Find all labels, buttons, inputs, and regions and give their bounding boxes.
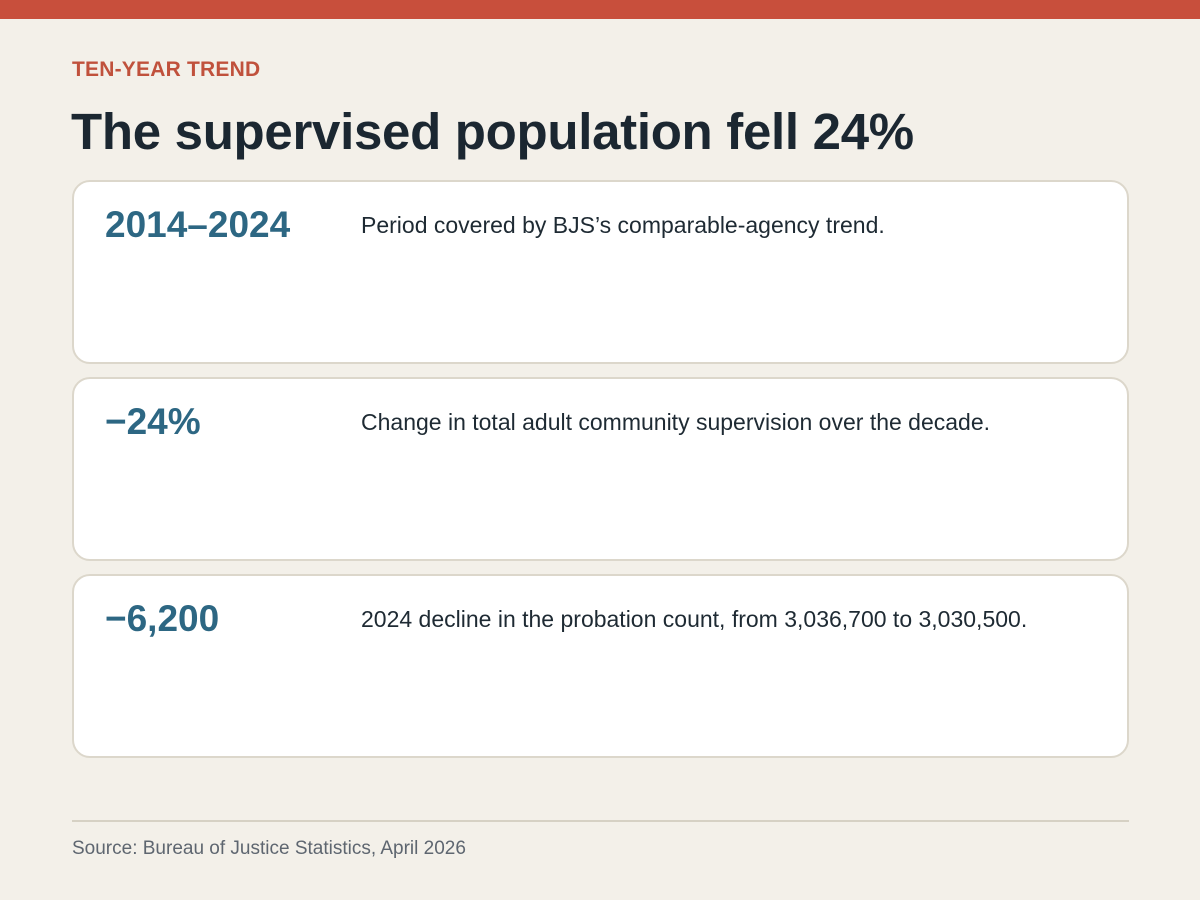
stat-card-change: −24% Change in total adult community sup… [72, 377, 1129, 561]
stat-value: −6,200 [105, 598, 220, 639]
kicker-label: TEN-YEAR TREND [72, 58, 261, 81]
stat-card-list: 2014–2024 Period covered by BJS’s compar… [72, 180, 1129, 771]
top-accent-bar [0, 0, 1200, 19]
stat-card-decline: −6,200 2024 decline in the probation cou… [72, 574, 1129, 758]
stat-value: −24% [105, 401, 201, 442]
source-note: Source: Bureau of Justice Statistics, Ap… [72, 838, 466, 859]
stat-description: 2024 decline in the probation count, fro… [361, 606, 1028, 632]
page-title: The supervised population fell 24% [71, 103, 914, 160]
stat-value: 2014–2024 [105, 204, 291, 245]
stat-description: Change in total adult community supervis… [361, 409, 991, 435]
stat-description: Period covered by BJS’s comparable-agenc… [361, 212, 885, 238]
footer-divider [72, 820, 1129, 822]
stat-card-period: 2014–2024 Period covered by BJS’s compar… [72, 180, 1129, 364]
